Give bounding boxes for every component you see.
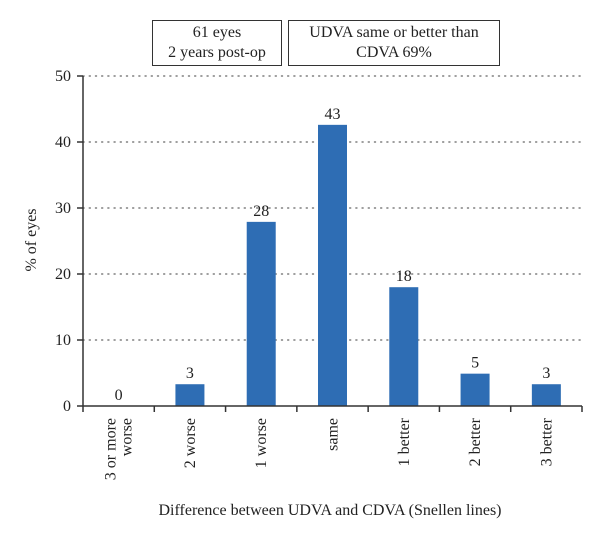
data-label: 3 bbox=[186, 365, 194, 382]
bar bbox=[246, 221, 276, 406]
data-label: 18 bbox=[396, 268, 412, 285]
annotation-line: 61 eyes bbox=[192, 24, 242, 41]
x-tick-labels: 3 or moreworse 2 worse 1 worse same 1 better… bbox=[103, 417, 556, 480]
x-tick-label: same bbox=[325, 418, 342, 451]
x-tick-label-line: same bbox=[325, 418, 342, 451]
annotation-line: CDVA 69% bbox=[356, 44, 432, 61]
annotation-box-udva: UDVA same or better than CDVA 69% bbox=[288, 20, 500, 66]
x-tick-label: 3 or moreworse bbox=[103, 418, 136, 480]
x-tick-label: 2 better bbox=[467, 417, 484, 466]
bars bbox=[175, 124, 561, 406]
data-label: 43 bbox=[325, 106, 341, 123]
data-label: 3 bbox=[542, 365, 550, 382]
bar bbox=[531, 384, 561, 406]
x-axis-label: Difference between UDVA and CDVA (Snelle… bbox=[158, 502, 501, 519]
x-tick-label: 2 worse bbox=[182, 418, 199, 468]
x-tick-label-line: 3 or more bbox=[103, 418, 120, 480]
x-tick-label-line: 2 better bbox=[467, 417, 484, 466]
x-tick-label-line: 1 worse bbox=[253, 418, 270, 468]
x-tick-label-line: worse bbox=[119, 418, 136, 456]
y-tick-label: 10 bbox=[55, 332, 71, 349]
y-tick-label: 0 bbox=[63, 398, 71, 415]
data-labels: 0 3 28 43 18 5 3 bbox=[115, 106, 551, 404]
x-tick-label: 1 better bbox=[396, 417, 413, 466]
x-tick-label-line: 2 worse bbox=[182, 418, 199, 468]
bar bbox=[389, 287, 419, 406]
x-tick-label: 3 better bbox=[538, 417, 555, 466]
annotation-line: UDVA same or better than bbox=[309, 24, 479, 41]
annotation-line: 2 years post-op bbox=[168, 44, 266, 61]
y-axis-label: % of eyes bbox=[23, 208, 40, 271]
y-tick-label: 20 bbox=[55, 266, 71, 283]
annotation-box-eyes: 61 eyes 2 years post-op bbox=[152, 20, 282, 66]
data-label: 0 bbox=[115, 387, 123, 404]
y-tick-labels: 0 10 20 30 40 50 bbox=[55, 68, 71, 415]
axes bbox=[77, 75, 583, 412]
y-tick-label: 30 bbox=[55, 200, 71, 217]
data-label: 5 bbox=[471, 355, 479, 372]
bar bbox=[175, 384, 205, 406]
x-tick-label-line: 3 better bbox=[538, 417, 555, 466]
x-tick-label-line: 1 better bbox=[396, 417, 413, 466]
x-tick-label: 1 worse bbox=[253, 418, 270, 468]
bar bbox=[460, 373, 490, 406]
bar bbox=[318, 124, 347, 406]
data-label: 28 bbox=[253, 203, 269, 220]
y-tick-label: 40 bbox=[55, 134, 71, 151]
y-tick-label: 50 bbox=[55, 68, 71, 85]
